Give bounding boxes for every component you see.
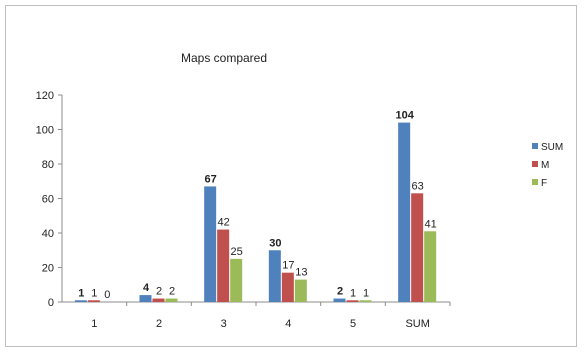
bar-m: [411, 193, 424, 302]
bar-m: [281, 272, 294, 302]
data-label: 1: [350, 287, 356, 299]
bar-sum: [204, 186, 217, 302]
bar-f: [424, 231, 437, 302]
bar-sum: [268, 250, 281, 302]
bar-m: [346, 300, 359, 302]
bar-sum: [74, 300, 87, 302]
data-label: 2: [169, 286, 175, 298]
data-label: 63: [412, 180, 424, 192]
bars: [74, 122, 437, 302]
legend-swatch: [532, 143, 538, 149]
y-tick-label: 100: [36, 125, 54, 137]
data-label: 25: [231, 246, 243, 258]
data-label: 0: [104, 289, 110, 301]
y-tick-label: 40: [42, 228, 54, 240]
data-label: 67: [205, 173, 217, 185]
y-tick-label: 120: [36, 90, 54, 102]
data-label: 104: [395, 110, 414, 122]
x-tick-label: 1: [91, 318, 97, 330]
bar-m: [217, 229, 230, 302]
x-tick-label: SUM: [405, 318, 429, 330]
legend-swatch: [532, 179, 538, 185]
data-label: 30: [269, 237, 281, 249]
data-label: 1: [78, 287, 84, 299]
bar-f: [230, 258, 243, 302]
bar-f: [294, 279, 307, 302]
x-tick-label: 4: [285, 318, 291, 330]
data-label: 1: [363, 287, 369, 299]
data-label: 41: [425, 218, 437, 230]
bar-sum: [333, 298, 346, 302]
legend-label: M: [541, 160, 549, 171]
bar-sum: [139, 295, 152, 302]
y-tick-label: 20: [42, 263, 54, 275]
data-label: 2: [156, 286, 162, 298]
data-label: 42: [218, 217, 230, 229]
y-tick-label: 0: [48, 297, 54, 309]
bar-f: [165, 298, 178, 302]
data-label: 13: [295, 267, 307, 279]
legend: SUM MF: [532, 142, 563, 189]
legend-label: SUM: [541, 142, 563, 153]
bar-sum: [398, 122, 411, 302]
data-label: 17: [282, 260, 294, 272]
y-tick-label: 60: [42, 194, 54, 206]
legend-swatch: [532, 161, 538, 167]
x-tick-label: 3: [221, 318, 227, 330]
data-label: 2: [337, 286, 343, 298]
bar-f: [359, 300, 372, 302]
bar-m: [152, 298, 165, 302]
data-label: 1: [91, 287, 97, 299]
x-tick-label: 2: [156, 318, 162, 330]
chart-title: Maps compared: [181, 51, 267, 65]
y-tick-label: 80: [42, 159, 54, 171]
legend-label: F: [541, 178, 547, 189]
x-tick-label: 5: [350, 318, 356, 330]
data-label: 4: [143, 282, 150, 294]
bar-m: [87, 300, 100, 302]
